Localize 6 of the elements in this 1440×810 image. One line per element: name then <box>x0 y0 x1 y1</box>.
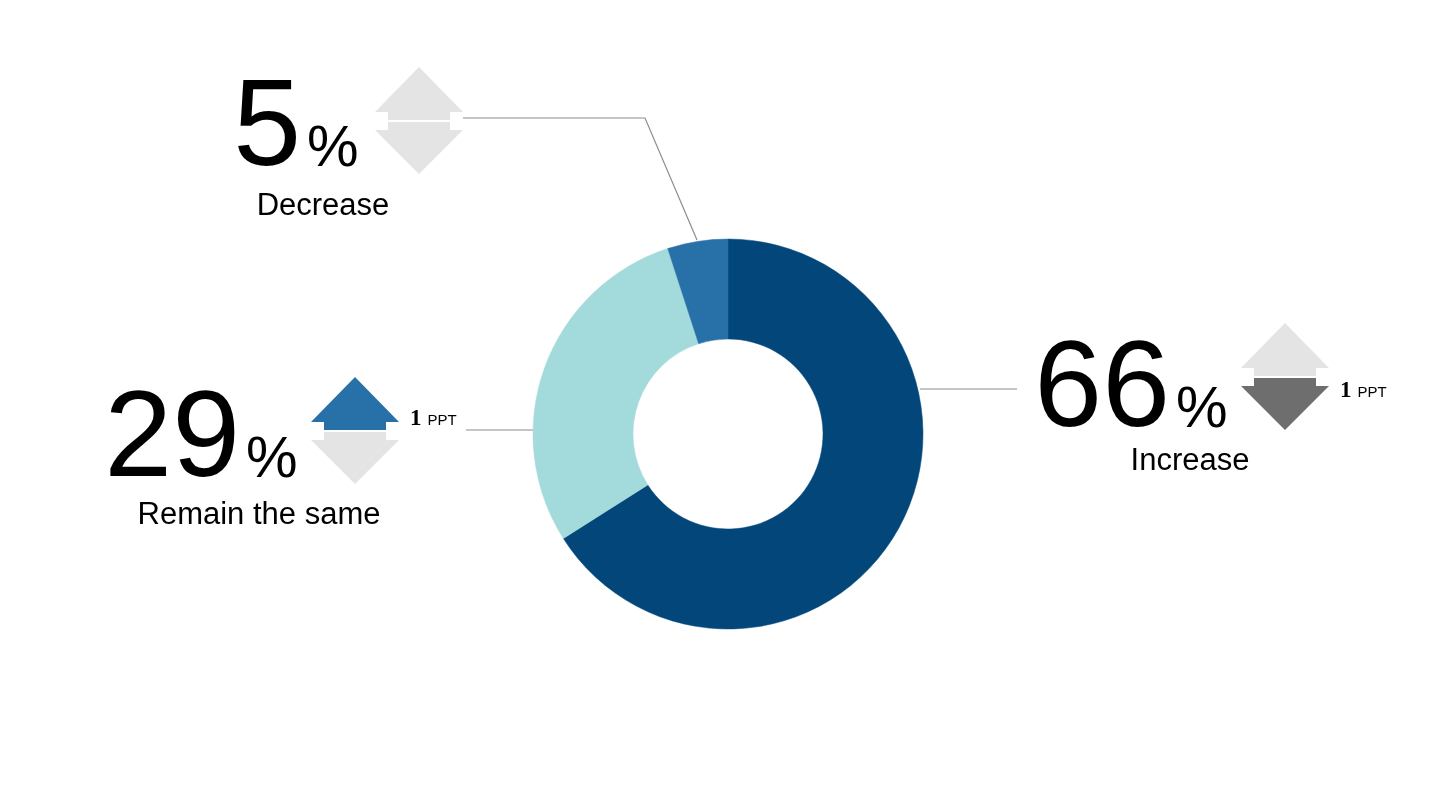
donut-slice <box>532 248 699 539</box>
donut-slice <box>667 238 729 344</box>
text: 1 PPT <box>1340 377 1387 402</box>
donut-slice <box>563 238 924 630</box>
slice-label: Increase <box>1130 442 1250 477</box>
text: 1 PPT <box>410 405 457 430</box>
